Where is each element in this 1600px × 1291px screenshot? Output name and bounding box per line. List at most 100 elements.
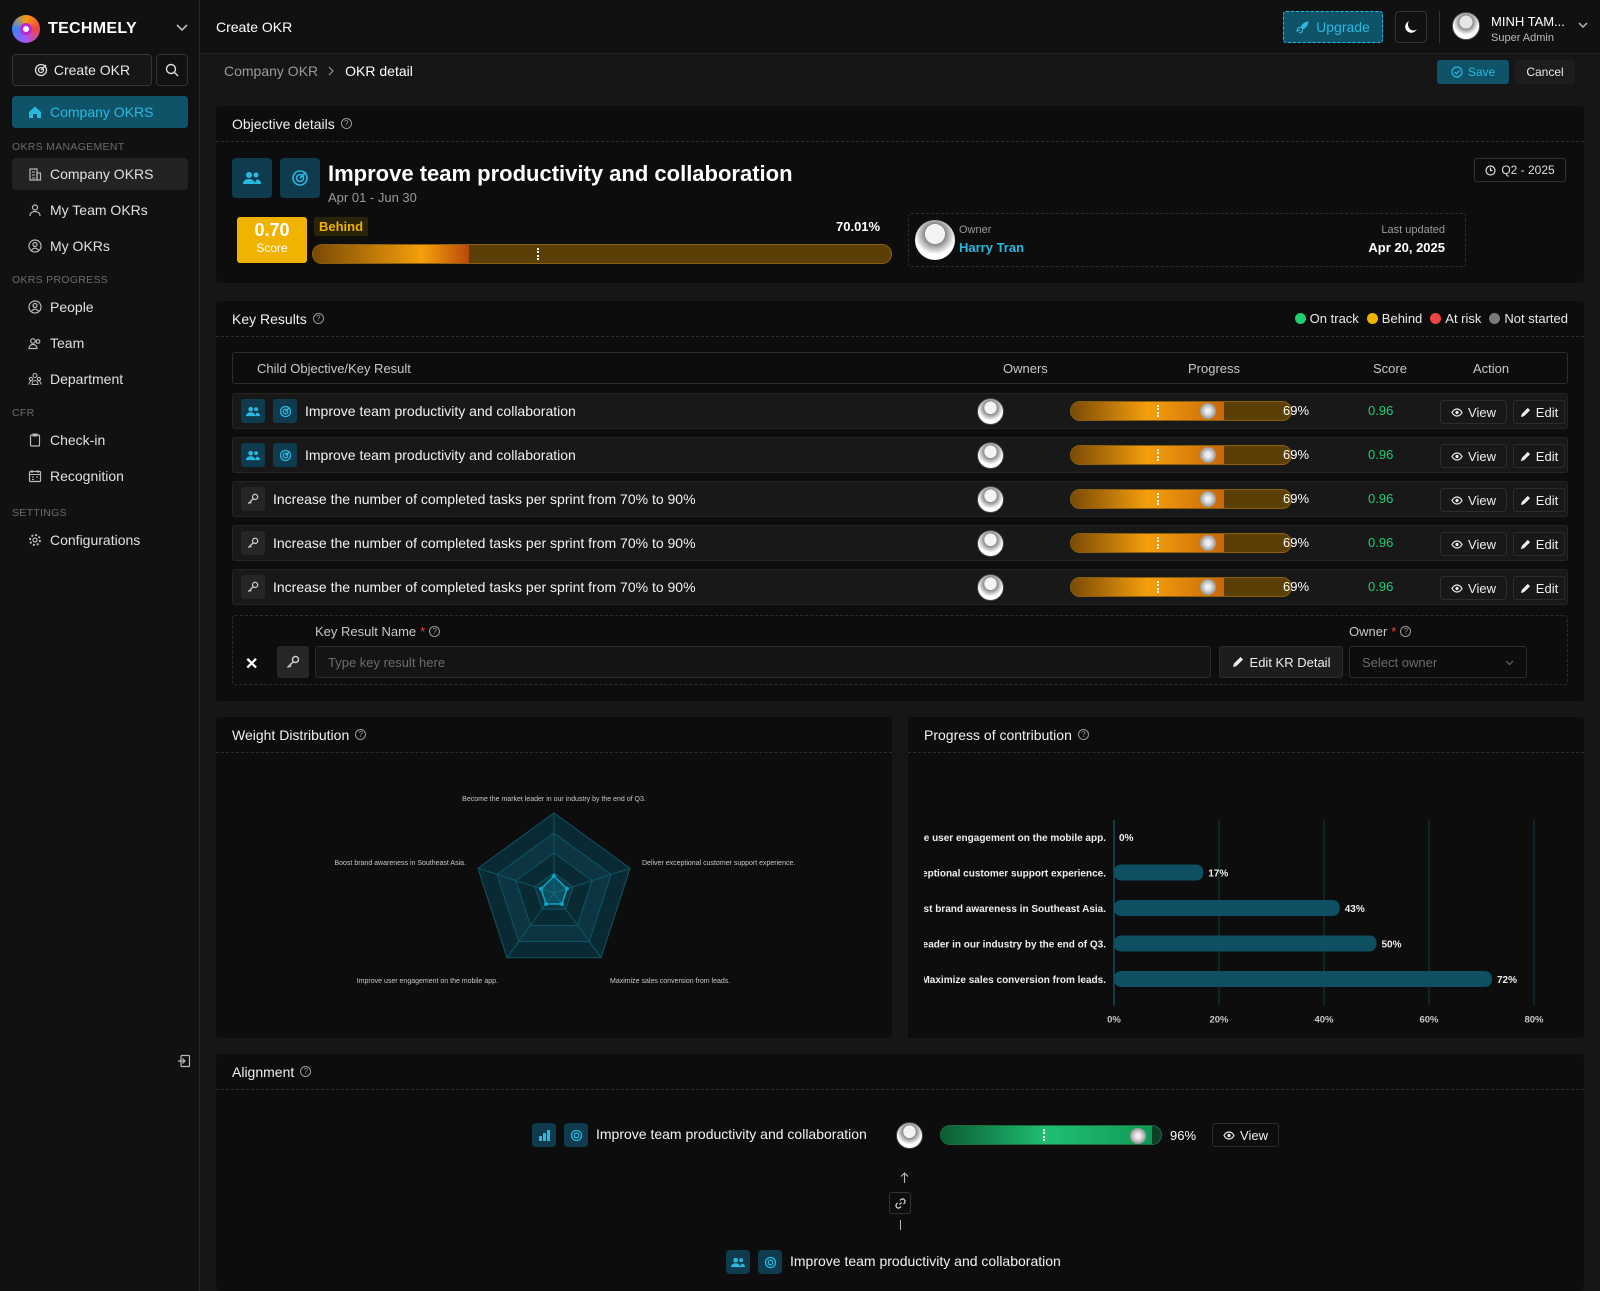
row-owner-avatar[interactable] — [977, 486, 1004, 513]
objective-details-panel: Objective details ? Improve team product… — [216, 106, 1584, 283]
save-button[interactable]: Save — [1437, 60, 1509, 84]
progress-fill — [1071, 490, 1224, 508]
help-icon[interactable]: ? — [1400, 626, 1412, 637]
status-badge: Behind — [314, 217, 369, 236]
help-icon[interactable]: ? — [340, 118, 352, 129]
row-title[interactable]: Increase the number of completed tasks p… — [273, 579, 696, 595]
pencil-icon — [1520, 495, 1531, 506]
close-icon[interactable]: ✕ — [245, 656, 259, 673]
help-icon[interactable]: ? — [355, 729, 367, 740]
quarter-badge[interactable]: Q2 - 2025 — [1474, 158, 1566, 182]
column-header-name: Child Objective/Key Result — [257, 361, 411, 376]
view-button[interactable]: View — [1440, 444, 1507, 468]
row-owner-avatar[interactable] — [977, 530, 1004, 557]
sidebar-item-people[interactable]: People — [12, 291, 188, 323]
x-tick-label: 20% — [1209, 1015, 1229, 1026]
column-header-owners: Owners — [1003, 361, 1048, 376]
edit-kr-detail-button[interactable]: Edit KR Detail — [1219, 646, 1343, 678]
target-icon — [280, 158, 320, 198]
sidebar-item-check-in[interactable]: Check-in — [12, 424, 188, 456]
key-type-button[interactable] — [277, 646, 309, 678]
x-tick-label: 60% — [1419, 1015, 1439, 1026]
owner-select[interactable]: Select owner — [1349, 646, 1527, 678]
edit-label: Edit — [1535, 448, 1559, 464]
view-parent-button[interactable]: View — [1212, 1123, 1279, 1147]
legend-dot — [1430, 313, 1442, 324]
view-button[interactable]: View — [1440, 400, 1507, 424]
help-icon[interactable]: ? — [312, 313, 324, 324]
sidebar-item-department[interactable]: Department — [12, 363, 188, 395]
chevron-down-icon[interactable] — [176, 24, 188, 32]
row-owner-avatar[interactable] — [977, 574, 1004, 601]
key-result-name-input[interactable] — [315, 646, 1211, 678]
panel-title: Weight Distribution — [232, 726, 350, 743]
sidebar: TECHMELY Create OKR Company OKRS OKRS MA… — [0, 0, 200, 1291]
user-avatar[interactable] — [1452, 12, 1480, 40]
last-updated-label: Last updated — [1381, 224, 1445, 236]
row-score: 0.96 — [1368, 403, 1394, 418]
legend-label: Behind — [1381, 311, 1423, 326]
arrow-up-icon — [900, 1172, 909, 1184]
row-title[interactable]: Improve team productivity and collaborat… — [305, 447, 576, 463]
chevron-down-icon[interactable] — [1578, 22, 1588, 29]
sidebar-item-my-team-okrs[interactable]: My Team OKRs — [12, 194, 188, 226]
row-progress-bar — [1070, 401, 1292, 421]
sidebar-item-recognition[interactable]: Recognition — [12, 460, 188, 492]
nav-company-okrs-primary[interactable]: Company OKRS — [12, 96, 188, 128]
search-button[interactable] — [156, 54, 188, 86]
row-owner-avatar[interactable] — [977, 442, 1004, 469]
row-title[interactable]: Increase the number of completed tasks p… — [273, 491, 696, 507]
pencil-icon — [1232, 656, 1244, 668]
sidebar-item-company-okrs[interactable]: Company OKRS — [12, 158, 188, 190]
progress-fill — [1071, 534, 1224, 552]
sidebar-item-my-okrs[interactable]: My OKRs — [12, 230, 188, 262]
edit-button[interactable]: Edit — [1513, 400, 1565, 424]
radar-axis-label: Become the market leader in our industry… — [462, 796, 646, 803]
link-button[interactable] — [889, 1192, 911, 1214]
bar-value-label: 43% — [1345, 904, 1365, 915]
legend-dot — [1489, 313, 1501, 324]
table-row[interactable]: Increase the number of completed tasks p… — [232, 481, 1568, 517]
collapse-sidebar-icon[interactable] — [177, 1054, 191, 1068]
create-okr-button[interactable]: Create OKR — [12, 54, 152, 86]
edit-button[interactable]: Edit — [1513, 488, 1565, 512]
last-updated-value: Apr 20, 2025 — [1368, 240, 1445, 255]
edit-button[interactable]: Edit — [1513, 532, 1565, 556]
legend-label: Not started — [1504, 311, 1568, 326]
weight-distribution-panel: Weight Distribution ? Become the market … — [216, 717, 892, 1038]
breadcrumb-parent[interactable]: Company OKR — [224, 63, 319, 79]
upgrade-button[interactable]: Upgrade — [1283, 11, 1383, 43]
row-title[interactable]: Improve team productivity and collaborat… — [305, 403, 576, 419]
owner-name[interactable]: Harry Tran — [959, 240, 1025, 255]
table-row[interactable]: Improve team productivity and collaborat… — [232, 437, 1568, 473]
legend-dot — [1294, 313, 1306, 324]
moon-icon — [1403, 19, 1419, 35]
parent-progress-percent: 96% — [1170, 1128, 1197, 1143]
table-row[interactable]: Increase the number of completed tasks p… — [232, 525, 1568, 561]
edit-button[interactable]: Edit — [1513, 444, 1565, 468]
owner-avatar[interactable] — [915, 220, 955, 260]
row-title[interactable]: Increase the number of completed tasks p… — [273, 535, 696, 551]
table-row[interactable]: Increase the number of completed tasks p… — [232, 569, 1568, 605]
view-button[interactable]: View — [1440, 488, 1507, 512]
edit-button[interactable]: Edit — [1513, 576, 1565, 600]
cancel-button[interactable]: Cancel — [1515, 60, 1575, 84]
view-button[interactable]: View — [1440, 576, 1507, 600]
help-icon[interactable]: ? — [300, 1066, 312, 1077]
parent-owner-avatar[interactable] — [896, 1122, 923, 1149]
help-icon[interactable]: ? — [429, 626, 441, 637]
sidebar-item-team[interactable]: Team — [12, 327, 188, 359]
key-icon — [286, 655, 300, 669]
team-icon — [28, 336, 42, 350]
clock-icon — [1485, 164, 1496, 176]
row-owner-avatar[interactable] — [977, 398, 1004, 425]
theme-toggle-button[interactable] — [1395, 11, 1427, 43]
view-label: View — [1468, 536, 1496, 552]
brand-logo[interactable]: TECHMELY — [12, 15, 137, 43]
team-icon — [726, 1250, 750, 1274]
view-button[interactable]: View — [1440, 532, 1507, 556]
view-label: View — [1240, 1127, 1268, 1143]
sidebar-item-configurations[interactable]: Configurations — [12, 524, 188, 556]
table-row[interactable]: Improve team productivity and collaborat… — [232, 393, 1568, 429]
help-icon[interactable]: ? — [1077, 729, 1089, 740]
